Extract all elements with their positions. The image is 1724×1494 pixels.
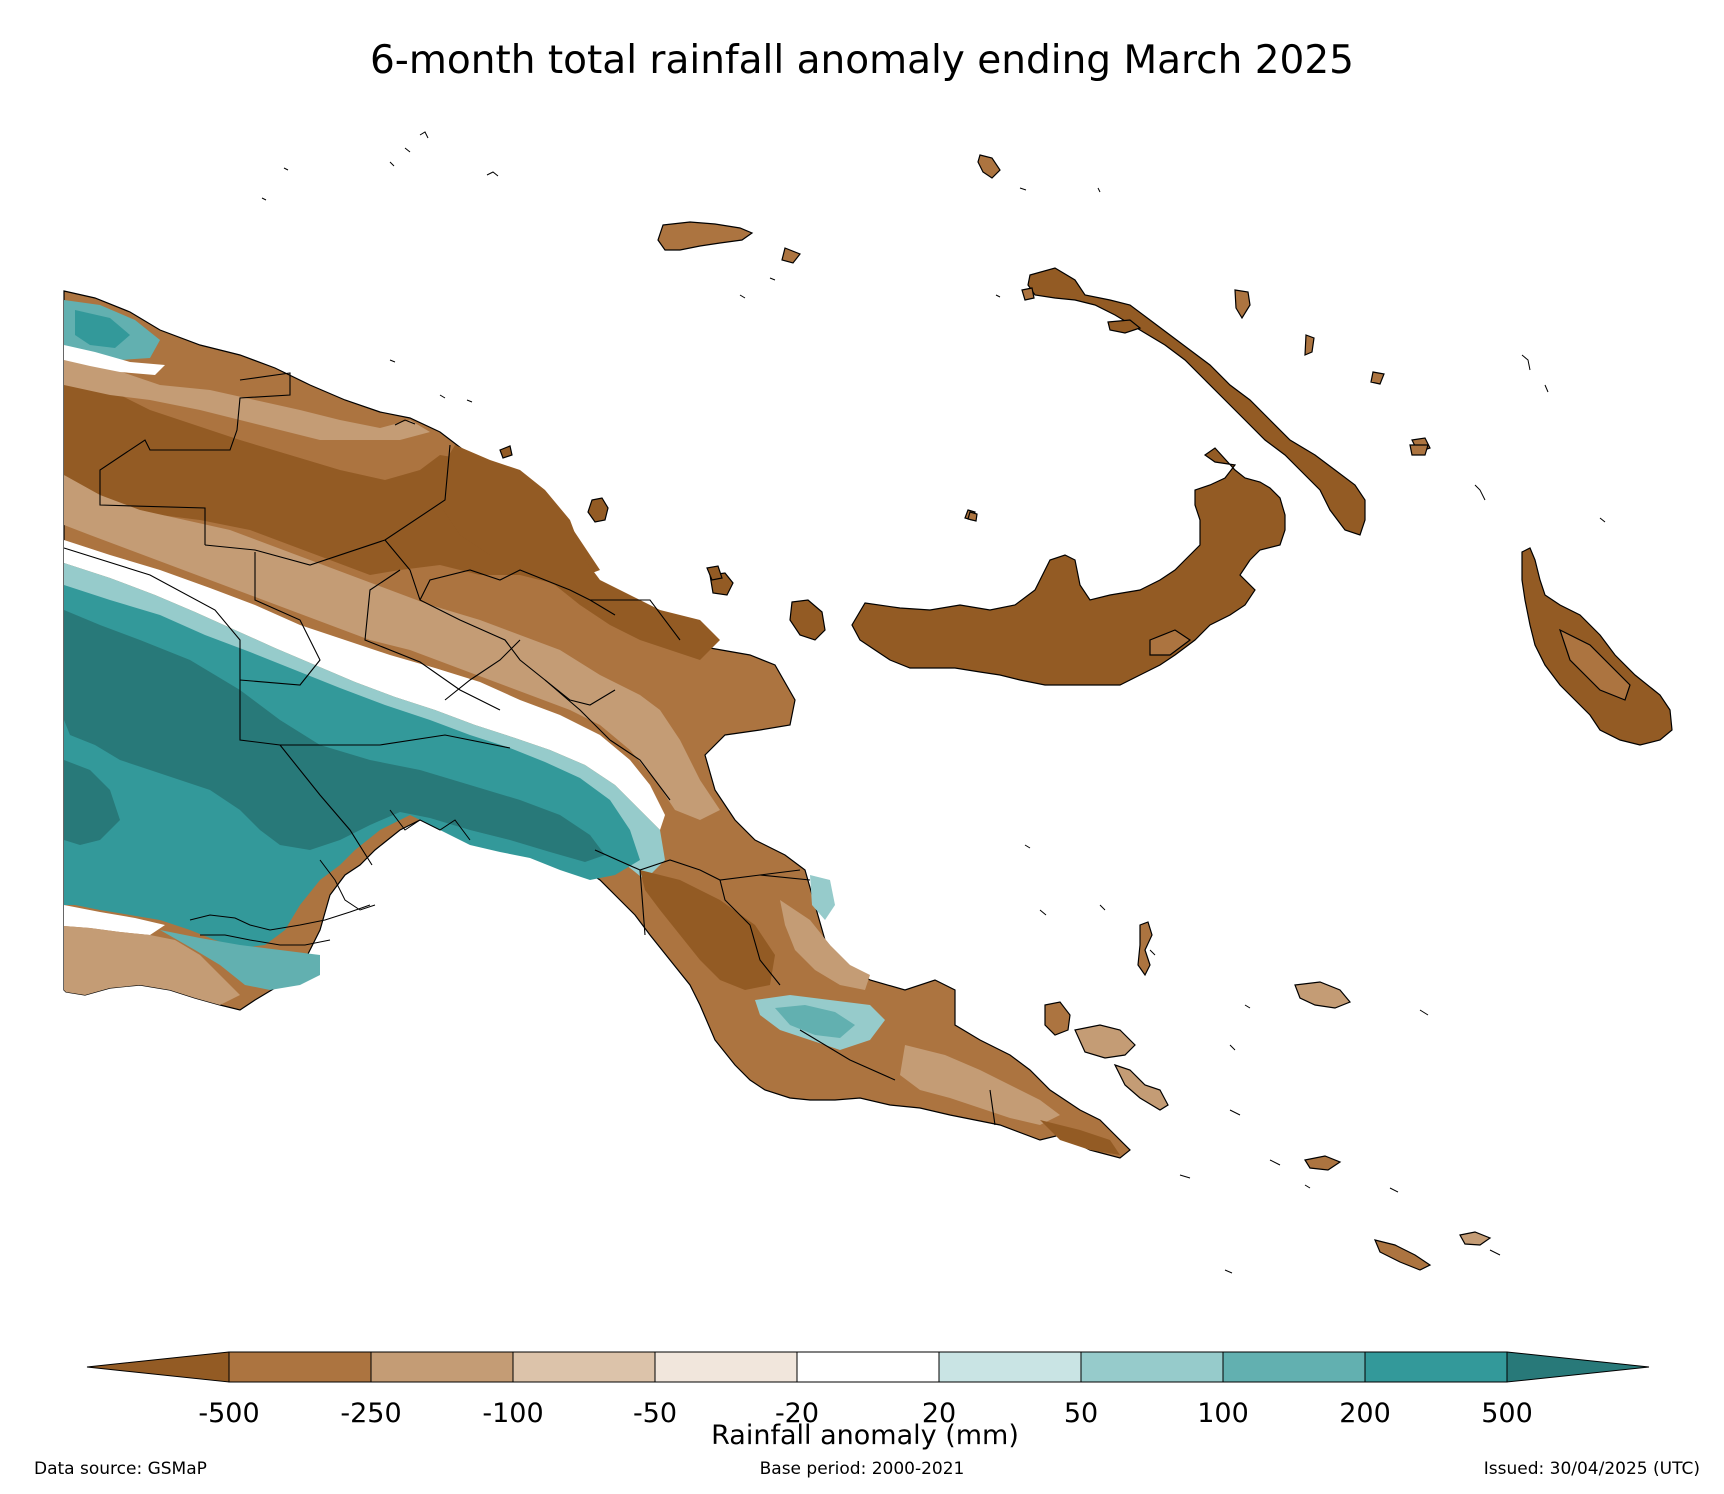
colorbar-label: Rainfall anomaly (mm) bbox=[711, 1420, 1019, 1451]
anomaly-bands bbox=[64, 300, 1120, 1155]
band-light-tan-north bbox=[64, 350, 430, 440]
island-sudest bbox=[1373, 1239, 1432, 1271]
band-teal-southwest bbox=[160, 930, 320, 990]
band-dark-teal-core bbox=[64, 610, 605, 862]
colorbar-segment bbox=[228, 1351, 372, 1383]
island-new-hanover bbox=[1107, 319, 1142, 334]
colorbar-segment bbox=[1080, 1351, 1224, 1383]
colorbar-segment bbox=[370, 1351, 514, 1383]
colorbar-tick-label: 20 bbox=[922, 1398, 956, 1429]
island-umboi bbox=[789, 599, 826, 641]
colorbar-tick-label: -500 bbox=[198, 1398, 259, 1429]
island-trobriand bbox=[1137, 921, 1153, 977]
issued-date: Issued: 30/04/2025 (UTC) bbox=[1483, 1459, 1700, 1479]
island-new-britain bbox=[851, 447, 1286, 686]
band-dark-brown-east-end bbox=[1040, 1120, 1120, 1155]
band-teal-east-peak bbox=[810, 875, 835, 920]
colorbar-extend-high bbox=[1506, 1351, 1650, 1383]
islands bbox=[499, 154, 1673, 1271]
island-woodlark bbox=[1294, 981, 1351, 1009]
island-north-small-3 bbox=[1234, 289, 1251, 320]
island-manus bbox=[657, 221, 754, 251]
island-new-ireland bbox=[1027, 267, 1366, 536]
island-witu bbox=[706, 565, 723, 581]
colorbar-segment bbox=[938, 1351, 1082, 1383]
colorbar-tick-label: 500 bbox=[1481, 1398, 1533, 1429]
island-north-small-1 bbox=[1021, 287, 1035, 301]
island-rossel bbox=[1459, 1231, 1492, 1246]
fly-river-delta bbox=[189, 809, 471, 946]
colorbar-segment bbox=[1222, 1351, 1366, 1383]
island-bougainville-center bbox=[1558, 628, 1631, 701]
band-dark-teal-west bbox=[64, 760, 120, 845]
band-tan-east-end bbox=[900, 1045, 1060, 1125]
island-fergusson bbox=[1074, 1024, 1136, 1059]
island-north-small-5 bbox=[1370, 371, 1385, 385]
band-tan-southwest bbox=[64, 926, 240, 1005]
province-boundaries bbox=[63, 372, 996, 1126]
island-north-small-4 bbox=[1304, 334, 1315, 356]
band-dark-brown-north-coast bbox=[440, 445, 720, 660]
colorbar-tick-label: -100 bbox=[482, 1398, 543, 1429]
colorbar-segment bbox=[654, 1351, 798, 1383]
island-schouten bbox=[499, 445, 513, 459]
colorbar-tick-label: 50 bbox=[1064, 1398, 1098, 1429]
band-white-transition bbox=[64, 540, 665, 830]
colorbar-segment bbox=[512, 1351, 656, 1383]
colorbar-segments bbox=[86, 1351, 1650, 1383]
island-goodenough bbox=[1044, 1001, 1071, 1036]
colorbar-extend-low bbox=[86, 1351, 230, 1383]
colorbar-ticks: -500 -250 -100 -50 -20 20 50 100 200 500 bbox=[198, 1398, 1532, 1429]
colorbar-segment bbox=[796, 1351, 940, 1383]
band-tan-peninsula bbox=[780, 900, 870, 990]
band-dark-teal-corner bbox=[75, 310, 130, 348]
island-misima bbox=[1304, 1155, 1342, 1171]
band-teal-peninsula-core bbox=[775, 1005, 855, 1038]
island-new-britain-east bbox=[1149, 629, 1192, 656]
colorbar-tick-label: -20 bbox=[775, 1398, 819, 1429]
colorbar-tick-label: -250 bbox=[340, 1398, 401, 1429]
band-white-corner bbox=[64, 345, 165, 375]
colorbar-tick-label: 100 bbox=[1197, 1398, 1249, 1429]
band-dark-brown-peninsula bbox=[640, 870, 775, 990]
island-north-small-6 bbox=[1409, 444, 1429, 456]
island-karkar bbox=[587, 497, 609, 523]
island-normanby bbox=[1113, 1063, 1169, 1111]
island-mussau bbox=[977, 154, 1001, 179]
colorbar-segment bbox=[1364, 1351, 1508, 1383]
map-title: 6-month total rainfall anomaly ending Ma… bbox=[369, 38, 1354, 83]
island-manus-east bbox=[781, 247, 801, 264]
band-tan-highlands bbox=[64, 475, 720, 820]
islets bbox=[261, 131, 1606, 1274]
data-source: Data source: GSMaP bbox=[34, 1459, 207, 1479]
band-white-southwest bbox=[64, 905, 165, 935]
island-bougainville bbox=[1521, 547, 1673, 746]
colorbar-tick-label: -50 bbox=[633, 1398, 677, 1429]
island-north-islet-a bbox=[967, 511, 978, 522]
colorbar-tick-label: 200 bbox=[1339, 1398, 1391, 1429]
base-period: Base period: 2000-2021 bbox=[759, 1459, 965, 1479]
